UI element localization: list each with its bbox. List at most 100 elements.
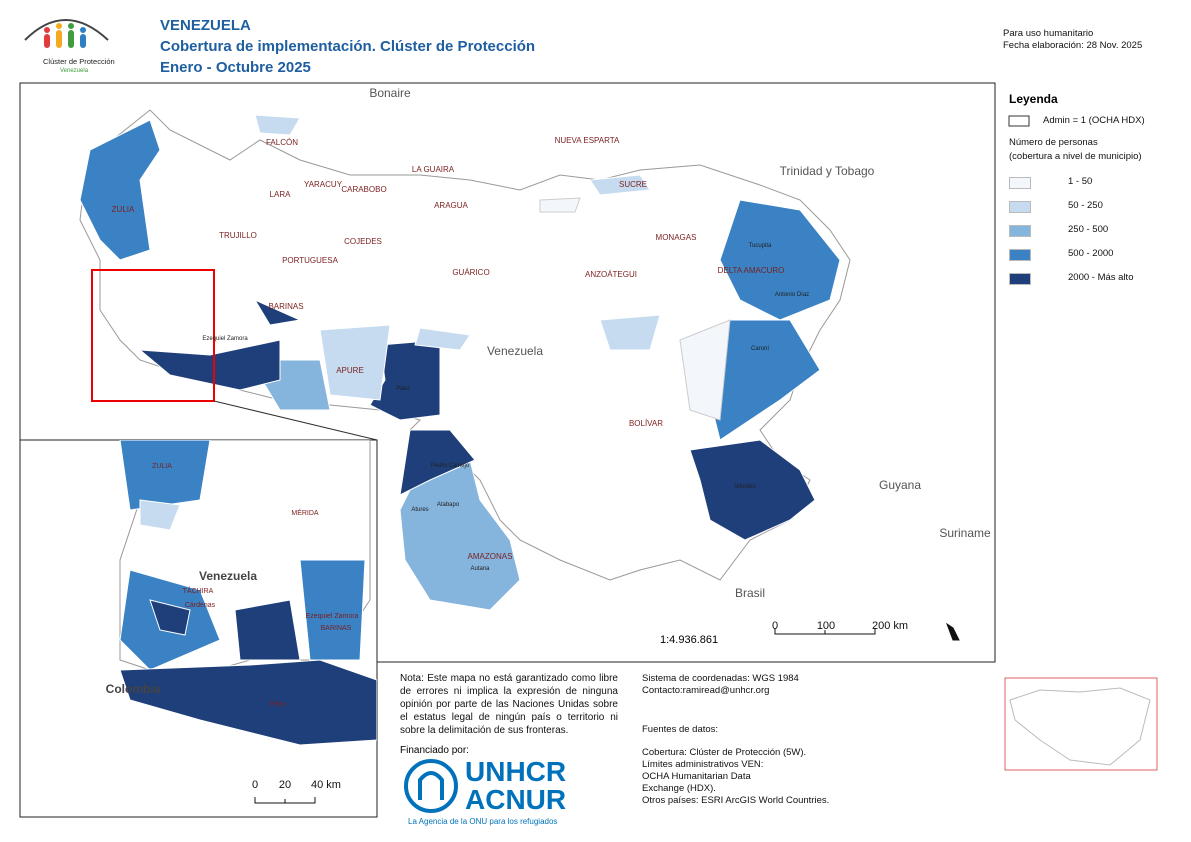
state-label: NUEVA ESPARTA — [555, 136, 620, 145]
municipality-label: Antonio Díaz — [775, 292, 809, 298]
country-label: Suriname — [939, 526, 991, 540]
contact: Contacto:ramiread@unhcr.org — [642, 685, 770, 696]
country-label: Brasil — [735, 586, 765, 600]
legend-swatch — [1009, 177, 1031, 189]
municipality-label: Tucupita — [749, 243, 772, 249]
state-label: LA GUAIRA — [412, 165, 455, 174]
locator-outline — [1009, 687, 1151, 766]
inset-label: ZULIA — [152, 463, 172, 470]
legend-label: 2000 - Más alto — [1068, 272, 1134, 283]
sources-title: Fuentes de datos: — [642, 724, 719, 735]
legend-subtitle: Número de personas — [1009, 137, 1098, 148]
state-label: DELTA AMACURO — [718, 266, 785, 275]
state-label: ZULIA — [112, 205, 135, 214]
country-label: Guyana — [879, 478, 921, 492]
legend-swatch — [1009, 249, 1031, 261]
scale-bar — [774, 628, 876, 635]
inset-label: Venezuela — [199, 569, 257, 583]
region — [139, 499, 181, 531]
legend-label: 500 - 2000 — [1068, 248, 1114, 259]
region — [138, 339, 281, 391]
date: Fecha elaboración: 28 Nov. 2025 — [1003, 40, 1143, 51]
note: Nota: Este mapa no está garantizado como… — [400, 673, 618, 736]
state-label: COJEDES — [344, 237, 382, 246]
unhcr-icon — [404, 759, 458, 813]
state-label: ANZOÁTEGUI — [585, 270, 637, 279]
legend-subtitle: (cobertura a nivel de municipio) — [1009, 151, 1142, 162]
legend-admin: Admin = 1 (OCHA HDX) — [1043, 115, 1145, 126]
inset-label: MÉRIDA — [291, 508, 319, 517]
period: Enero - Octubre 2025 — [160, 59, 311, 76]
country-label: Bonaire — [369, 86, 411, 100]
scale-label: 0 — [252, 779, 258, 791]
region — [399, 459, 521, 611]
municipality-label: Sifontes — [734, 484, 756, 490]
source: Cobertura: Clúster de Protección (5W). — [642, 747, 807, 758]
municipality-label: Caroní — [751, 346, 769, 352]
source: Otros países: ESRI ArcGIS World Countrie… — [642, 795, 830, 806]
usage: Para uso humanitario — [1003, 28, 1094, 39]
municipality-label: Atures — [411, 507, 428, 513]
scale-label: 0 — [772, 620, 778, 632]
region — [719, 199, 841, 321]
country-label: Venezuela — [487, 344, 543, 358]
region — [299, 559, 366, 661]
region — [119, 440, 211, 511]
state-label: ARAGUA — [434, 201, 468, 210]
cluster-logo-icon — [24, 19, 109, 48]
legend-label: 50 - 250 — [1068, 200, 1103, 211]
org-tagline: La Agencia de la ONU para los refugiados — [408, 817, 558, 826]
scale-label: 40 km — [311, 779, 341, 791]
source: Límites administrativos VEN: OCHA Humani… — [642, 759, 764, 794]
legend-title: Leyenda — [1009, 92, 1058, 106]
north-arrow — [945, 622, 960, 641]
state-label: LARA — [270, 190, 292, 199]
legend-swatch — [1009, 201, 1031, 213]
logo-name: Clúster de Protección — [43, 57, 115, 66]
inset-extent — [91, 269, 215, 402]
funding-label: Financiado por: — [400, 745, 469, 756]
legend-swatch — [1009, 225, 1031, 237]
region — [689, 439, 816, 541]
state-label: MONAGAS — [656, 233, 697, 242]
municipality-label: Pedro Camejo — [431, 463, 470, 469]
org-name: ACNUR — [465, 784, 567, 815]
state-label: PORTUGUESA — [282, 256, 339, 265]
state-label: YARACUY — [304, 180, 343, 189]
inset-label: Cárdenas — [185, 602, 216, 609]
state-label: CARABOBO — [341, 185, 386, 194]
region — [254, 114, 301, 136]
state-label: BOLÍVAR — [629, 419, 663, 428]
state-label: FALCÓN — [266, 138, 298, 147]
country-label: Trinidad y Tobago — [780, 164, 875, 178]
inset-leader — [213, 400, 378, 441]
inset-label: Páez — [270, 701, 286, 708]
region — [234, 599, 301, 661]
logo-country: Venezuela — [60, 68, 89, 74]
state-label: BARINAS — [268, 302, 303, 311]
region — [119, 659, 377, 746]
region — [539, 197, 581, 213]
region — [599, 314, 661, 351]
scale-ratio: 1:4.936.861 — [660, 634, 719, 646]
region — [319, 324, 391, 401]
title: VENEZUELA — [160, 17, 251, 34]
inset-label: Colombia — [106, 682, 161, 696]
subtitle: Cobertura de implementación. Clúster de … — [160, 38, 536, 55]
inset-scale-bar — [254, 797, 316, 804]
inset-label: TÁCHIRA — [183, 586, 214, 595]
inset-label: BARINAS — [321, 625, 352, 632]
region — [79, 119, 161, 261]
admin-swatch — [1008, 115, 1030, 127]
scale-label: 200 km — [872, 620, 908, 632]
state-label: TRUJILLO — [219, 231, 257, 240]
region — [589, 174, 651, 196]
legend-label: 1 - 50 — [1068, 176, 1093, 187]
municipality-label: Páez — [396, 386, 410, 392]
sources-list: Cobertura: Clúster de Protección (5W). L… — [642, 747, 830, 807]
legend-label: 250 - 500 — [1068, 224, 1109, 235]
state-label: SUCRE — [619, 180, 647, 189]
legend-swatch — [1009, 273, 1031, 285]
